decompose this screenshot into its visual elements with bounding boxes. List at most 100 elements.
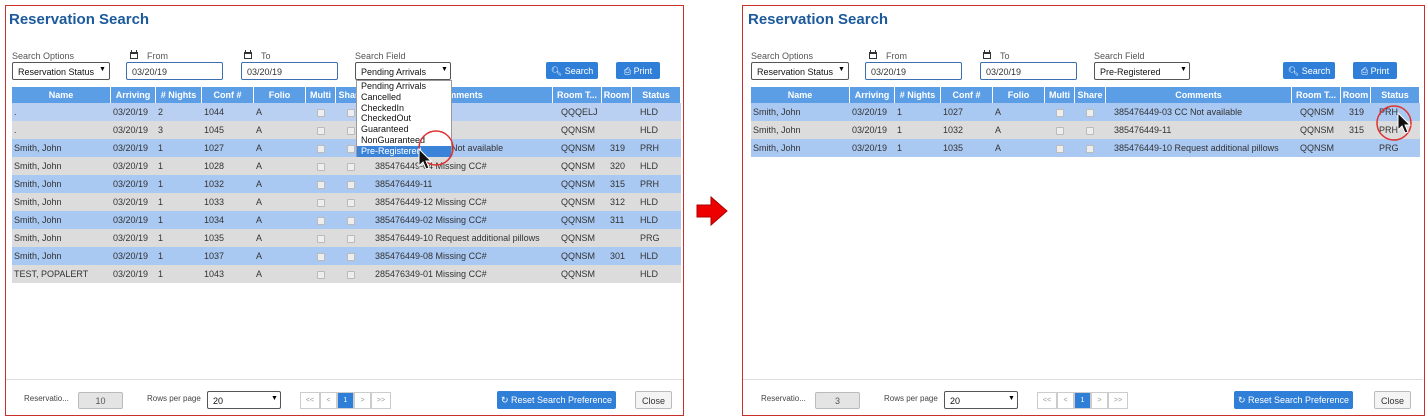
table-row[interactable] <box>751 139 1420 157</box>
pager-button[interactable]: >> <box>1108 392 1128 409</box>
checkbox <box>317 127 325 135</box>
cell: 1 <box>158 179 164 189</box>
cell: 03/20/19 <box>113 197 149 207</box>
cell: HLD <box>640 197 659 207</box>
dropdown-option[interactable]: Pending Arrivals <box>361 81 427 91</box>
cell: 1 <box>158 197 164 207</box>
table-row[interactable] <box>12 247 681 265</box>
cell: A <box>256 161 263 171</box>
dropdown-option[interactable]: Guaranteed <box>361 124 409 135</box>
column-header: Status <box>1371 87 1420 103</box>
checkbox <box>317 253 325 261</box>
pager-button[interactable]: 1 <box>1074 392 1091 409</box>
checkbox <box>347 181 355 189</box>
print-button[interactable]: ⎙ Print <box>616 62 660 79</box>
cell: 1 <box>158 269 164 279</box>
select[interactable]: Reservation Status <box>12 62 110 80</box>
reset-button[interactable]: ↻ Reset Search Preference <box>497 391 616 409</box>
pager-button[interactable]: << <box>1037 392 1057 409</box>
date-input[interactable]: 03/20/19 <box>865 62 962 80</box>
dropdown-option[interactable]: CheckedOut <box>361 113 412 124</box>
close-button[interactable]: Close <box>635 391 672 409</box>
pager-button[interactable]: 1 <box>337 392 354 409</box>
calendar-icon <box>244 50 252 59</box>
checkbox <box>317 163 325 171</box>
caret: ▼ <box>1180 66 1187 73</box>
column-header: Room T... <box>1292 87 1341 103</box>
pager-button[interactable]: > <box>354 392 371 409</box>
cell: 03/20/19 <box>113 125 149 135</box>
cell: Smith, John <box>753 107 801 117</box>
pager-button[interactable]: << <box>300 392 320 409</box>
cell: 03/20/19 <box>113 251 149 261</box>
table-row[interactable] <box>12 121 681 139</box>
checkbox <box>347 145 355 153</box>
table-row[interactable] <box>12 193 681 211</box>
table-row[interactable] <box>751 103 1420 121</box>
column-header: Conf # <box>202 87 254 103</box>
caret: ▼ <box>838 66 845 73</box>
table-row[interactable] <box>12 211 681 229</box>
button-label: Search <box>1301 66 1331 76</box>
cell: PRG <box>640 233 660 243</box>
table-row[interactable] <box>751 121 1420 139</box>
cell: TEST, POPALERT <box>14 269 89 279</box>
date-input[interactable]: 03/20/19 <box>241 62 338 80</box>
cell: 385476449-11 <box>1114 125 1172 135</box>
column-header: Room <box>1341 87 1371 103</box>
select[interactable]: 20 <box>207 391 281 409</box>
dropdown-option[interactable]: Cancelled <box>361 91 402 102</box>
cell: 1027 <box>204 143 225 153</box>
select[interactable]: 20 <box>944 391 1018 409</box>
cell: . <box>14 107 17 117</box>
cell: QQNSM <box>1300 107 1335 117</box>
label: From <box>886 51 907 61</box>
cell: QQNSM <box>561 251 596 261</box>
pager-button[interactable]: < <box>320 392 337 409</box>
cell: 385476449-04 Missing CC# <box>375 161 487 171</box>
caret: ▼ <box>1008 395 1015 402</box>
search-button[interactable]: 🔍︎ Search <box>546 62 598 79</box>
table-row[interactable] <box>12 175 681 193</box>
cell: Smith, John <box>14 233 62 243</box>
reset-button[interactable]: ↻ Reset Search Preference <box>1234 391 1353 409</box>
cell: 319 <box>610 143 626 153</box>
pager-button[interactable]: < <box>1057 392 1074 409</box>
label: To <box>1000 51 1010 61</box>
close-button[interactable]: Close <box>1374 391 1411 409</box>
cell: A <box>256 233 263 243</box>
cell: QQNSM <box>1300 125 1335 135</box>
pager-button[interactable]: > <box>1091 392 1108 409</box>
date-input[interactable]: 03/20/19 <box>980 62 1077 80</box>
cell: A <box>256 251 263 261</box>
dropdown-option[interactable]: Pre-Registered <box>357 145 451 157</box>
dropdown-option[interactable]: NonGuaranteed <box>361 135 426 145</box>
cell: 1 <box>897 107 903 117</box>
select[interactable]: Reservation Status <box>751 62 849 80</box>
count: 10 <box>78 392 123 409</box>
select[interactable]: Pre-Registered <box>1094 62 1190 80</box>
cell: 03/20/19 <box>113 107 149 117</box>
label: To <box>261 51 271 61</box>
column-header: Arriving <box>850 87 895 103</box>
button-label: Print <box>633 66 653 76</box>
search-button[interactable]: 🔍︎ Search <box>1283 62 1335 79</box>
print-button[interactable]: ⎙ Print <box>1353 62 1397 79</box>
cell: QQNSM <box>561 215 596 225</box>
cell: 385476449-08 Missing CC# <box>375 251 487 261</box>
pager-button[interactable]: >> <box>371 392 391 409</box>
table-row[interactable] <box>12 157 681 175</box>
calendar-icon <box>130 50 138 59</box>
table-row[interactable] <box>12 229 681 247</box>
cell: 285476349-01 Missing CC# <box>375 269 487 279</box>
cell: HLD <box>640 269 659 279</box>
table-row[interactable] <box>12 265 681 283</box>
dropdown-option[interactable]: CheckedIn <box>361 102 405 113</box>
cell: PRG <box>1379 143 1399 153</box>
cursor-highlight <box>418 130 454 170</box>
cell: HLD <box>640 215 659 225</box>
table-row[interactable] <box>12 139 681 157</box>
select[interactable]: Pending Arrivals <box>355 62 451 80</box>
date-input[interactable]: 03/20/19 <box>126 62 223 80</box>
table-row[interactable] <box>12 103 681 121</box>
